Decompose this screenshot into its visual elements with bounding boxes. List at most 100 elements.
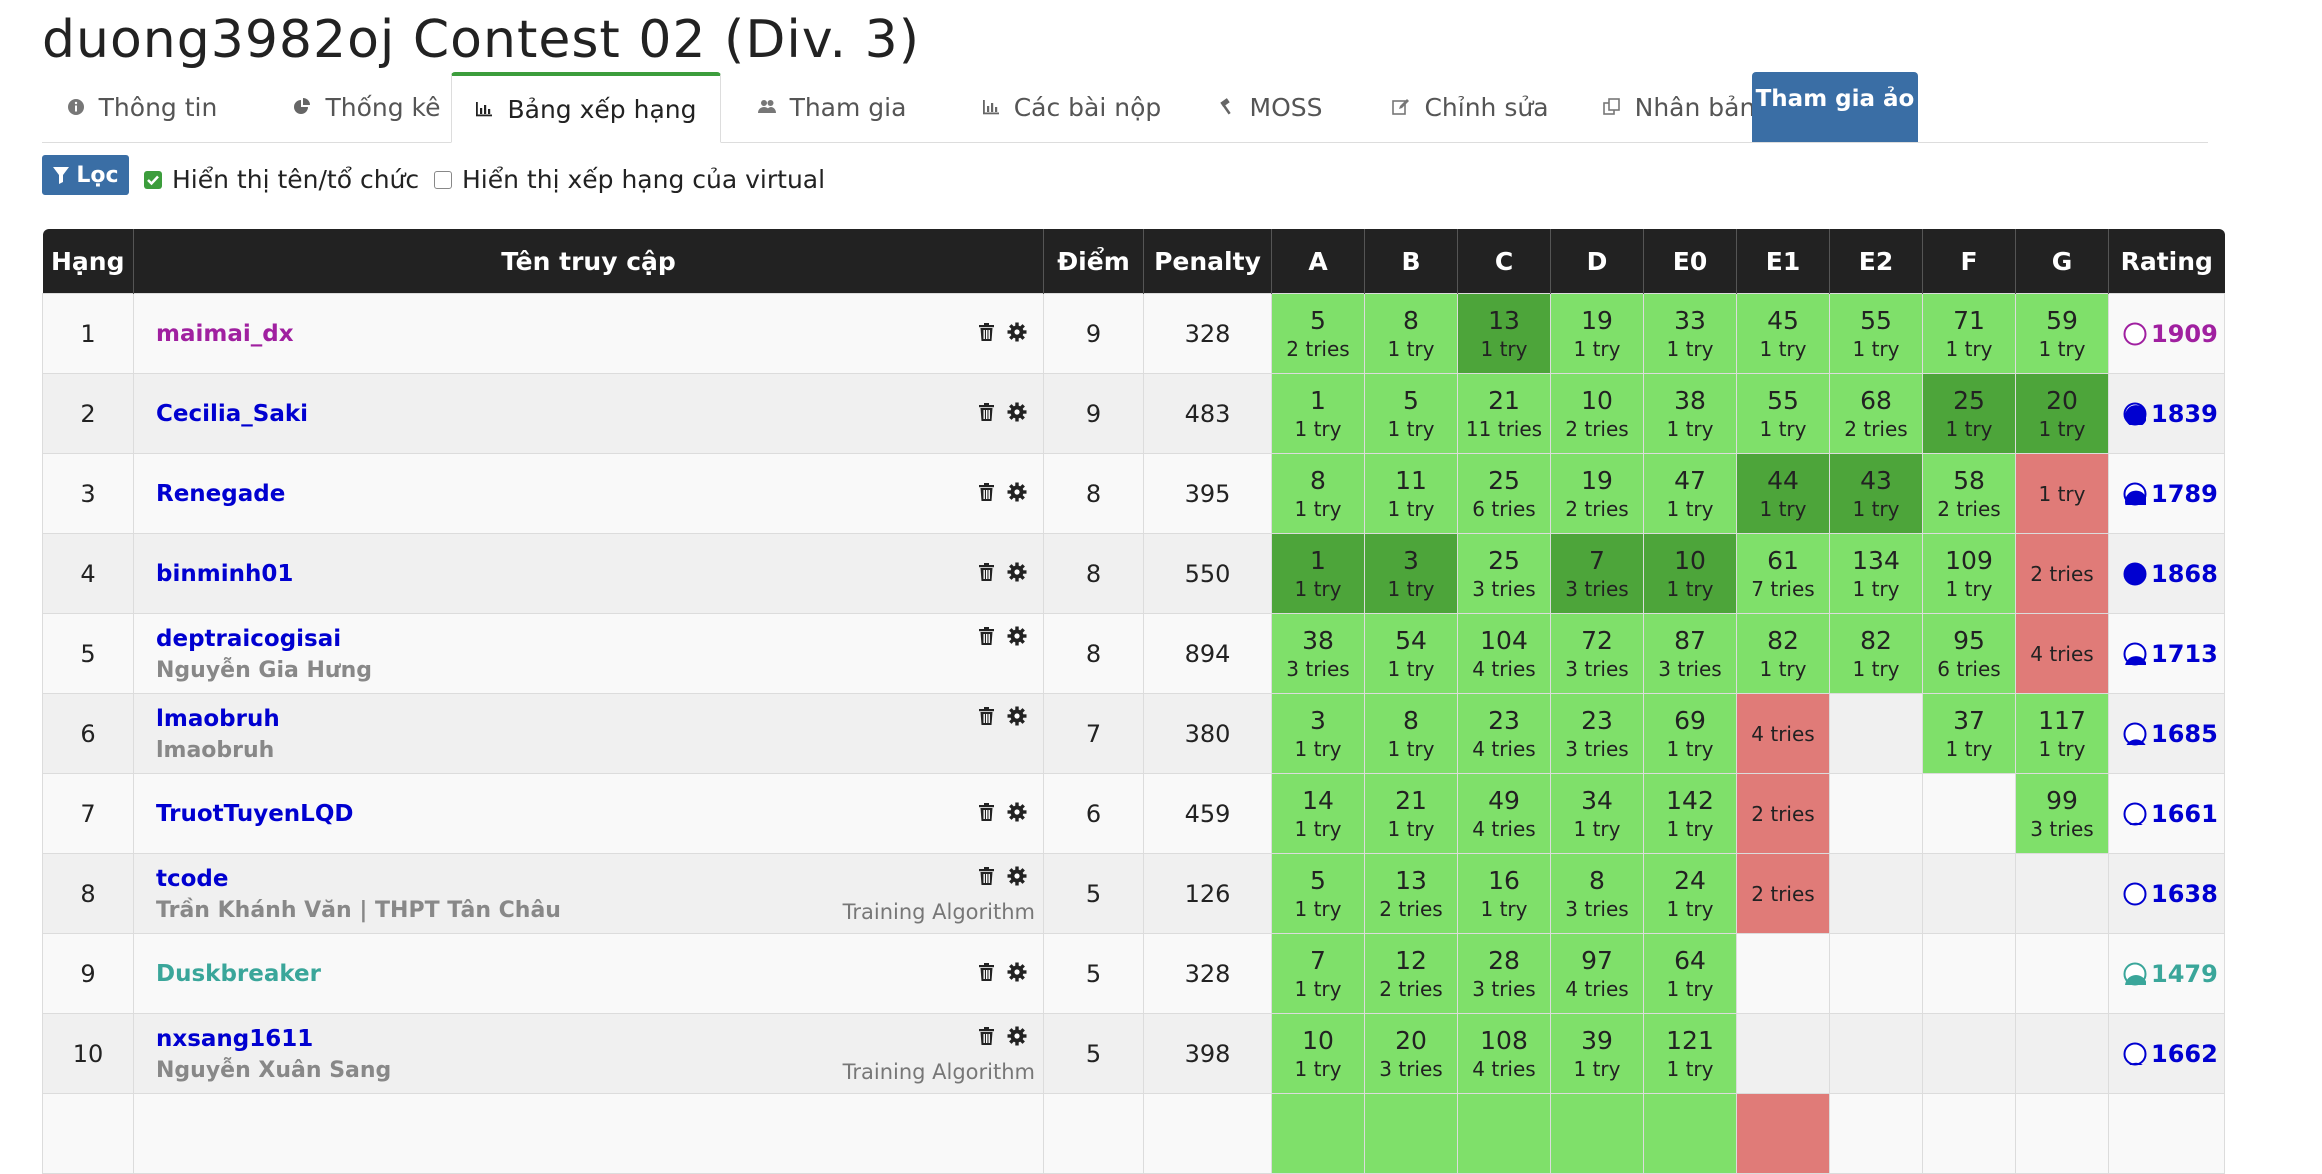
header-rating[interactable]: Rating <box>2108 229 2225 294</box>
problem-cell[interactable]: 109 1 try <box>1922 533 2016 614</box>
trash-icon[interactable] <box>978 866 995 886</box>
problem-cell[interactable]: 10 1 try <box>1271 1013 1365 1094</box>
tab-7[interactable]: Chỉnh sửa <box>1358 72 1583 142</box>
problem-cell[interactable]: 99 3 tries <box>2015 773 2109 854</box>
problem-cell[interactable]: 2 tries <box>2015 533 2109 614</box>
header-problem[interactable]: E1 <box>1736 229 1830 294</box>
username-link[interactable]: binminh01 <box>156 561 294 587</box>
header-problem[interactable]: C <box>1457 229 1551 294</box>
problem-cell[interactable]: 87 3 tries <box>1643 613 1737 694</box>
show-name-checkbox[interactable] <box>144 171 162 189</box>
organization[interactable]: Training Algorithm <box>842 900 1035 924</box>
gear-icon[interactable] <box>1007 322 1027 342</box>
problem-cell[interactable]: 104 4 tries <box>1457 613 1551 694</box>
problem-cell[interactable]: 61 7 tries <box>1736 533 1830 614</box>
problem-cell[interactable]: 43 1 try <box>1829 453 1923 534</box>
problem-cell[interactable]: 121 1 try <box>1643 1013 1737 1094</box>
problem-cell[interactable]: 21 11 tries <box>1457 373 1551 454</box>
header-problem[interactable]: D <box>1550 229 1644 294</box>
problem-cell[interactable]: 1 try <box>2015 453 2109 534</box>
tab-8[interactable]: Nhân bản <box>1574 72 1784 142</box>
problem-cell[interactable]: 71 1 try <box>1922 293 2016 374</box>
problem-cell[interactable]: 20 1 try <box>2015 373 2109 454</box>
gear-icon[interactable] <box>1007 866 1027 886</box>
problem-cell[interactable]: 33 1 try <box>1643 293 1737 374</box>
problem-cell[interactable]: 2 tries <box>1736 773 1830 854</box>
problem-cell[interactable]: 10 1 try <box>1643 533 1737 614</box>
problem-cell[interactable] <box>1736 1093 1830 1174</box>
problem-cell[interactable]: 45 1 try <box>1736 293 1830 374</box>
problem-cell[interactable]: 12 2 tries <box>1364 933 1458 1014</box>
username-link[interactable]: TruotTuyenLQD <box>156 801 354 827</box>
username-link[interactable]: tcode <box>156 866 229 892</box>
trash-icon[interactable] <box>978 962 995 982</box>
problem-cell[interactable]: 25 6 tries <box>1457 453 1551 534</box>
trash-icon[interactable] <box>978 626 995 646</box>
problem-cell[interactable]: 11 1 try <box>1364 453 1458 534</box>
header-points[interactable]: Điểm <box>1043 229 1144 294</box>
problem-cell[interactable]: 38 1 try <box>1643 373 1737 454</box>
problem-cell[interactable]: 19 2 tries <box>1550 453 1644 534</box>
problem-cell[interactable]: 13 2 tries <box>1364 853 1458 934</box>
gear-icon[interactable] <box>1007 402 1027 422</box>
trash-icon[interactable] <box>978 482 995 502</box>
trash-icon[interactable] <box>978 402 995 422</box>
problem-cell[interactable]: 4 tries <box>1736 693 1830 774</box>
header-problem[interactable]: F <box>1922 229 2016 294</box>
gear-icon[interactable] <box>1007 562 1027 582</box>
problem-cell[interactable]: 21 1 try <box>1364 773 1458 854</box>
gear-icon[interactable] <box>1007 802 1027 822</box>
header-username[interactable]: Tên truy cập <box>133 229 1044 294</box>
problem-cell[interactable]: 97 4 tries <box>1550 933 1644 1014</box>
problem-cell[interactable]: 95 6 tries <box>1922 613 2016 694</box>
tab-5[interactable]: Các bài nộp <box>944 72 1199 142</box>
problem-cell[interactable]: 134 1 try <box>1829 533 1923 614</box>
gear-icon[interactable] <box>1007 706 1027 726</box>
trash-icon[interactable] <box>978 322 995 342</box>
problem-cell[interactable]: 49 4 tries <box>1457 773 1551 854</box>
problem-cell[interactable]: 59 1 try <box>2015 293 2109 374</box>
problem-cell[interactable]: 19 1 try <box>1550 293 1644 374</box>
problem-cell[interactable] <box>1457 1093 1551 1174</box>
username-link[interactable]: maimai_dx <box>156 321 294 347</box>
problem-cell[interactable]: 44 1 try <box>1736 453 1830 534</box>
header-problem[interactable]: E2 <box>1829 229 1923 294</box>
problem-cell[interactable] <box>1643 1093 1737 1174</box>
problem-cell[interactable] <box>1271 1093 1365 1174</box>
problem-cell[interactable]: 64 1 try <box>1643 933 1737 1014</box>
header-penalty[interactable]: Penalty <box>1143 229 1272 294</box>
problem-cell[interactable]: 25 3 tries <box>1457 533 1551 614</box>
problem-cell[interactable]: 28 3 tries <box>1457 933 1551 1014</box>
problem-cell[interactable]: 16 1 try <box>1457 853 1551 934</box>
problem-cell[interactable]: 38 3 tries <box>1271 613 1365 694</box>
tab-6[interactable]: MOSS <box>1185 72 1355 142</box>
tab-4[interactable]: Tham gia <box>737 72 927 142</box>
problem-cell[interactable]: 37 1 try <box>1922 693 2016 774</box>
problem-cell[interactable]: 23 4 tries <box>1457 693 1551 774</box>
problem-cell[interactable]: 4 tries <box>2015 613 2109 694</box>
trash-icon[interactable] <box>978 1026 995 1046</box>
virtual-join-button[interactable]: Tham gia ảo <box>1752 72 1918 142</box>
problem-cell[interactable]: 68 2 tries <box>1829 373 1923 454</box>
problem-cell[interactable]: 10 2 tries <box>1550 373 1644 454</box>
problem-cell[interactable]: 2 tries <box>1736 853 1830 934</box>
problem-cell[interactable]: 14 1 try <box>1271 773 1365 854</box>
problem-cell[interactable] <box>1364 1093 1458 1174</box>
problem-cell[interactable]: 72 3 tries <box>1550 613 1644 694</box>
problem-cell[interactable]: 58 2 tries <box>1922 453 2016 534</box>
problem-cell[interactable]: 55 1 try <box>1736 373 1830 454</box>
problem-cell[interactable]: 108 4 tries <box>1457 1013 1551 1094</box>
tab-1[interactable]: Thông tin <box>42 72 242 142</box>
problem-cell[interactable]: 54 1 try <box>1364 613 1458 694</box>
